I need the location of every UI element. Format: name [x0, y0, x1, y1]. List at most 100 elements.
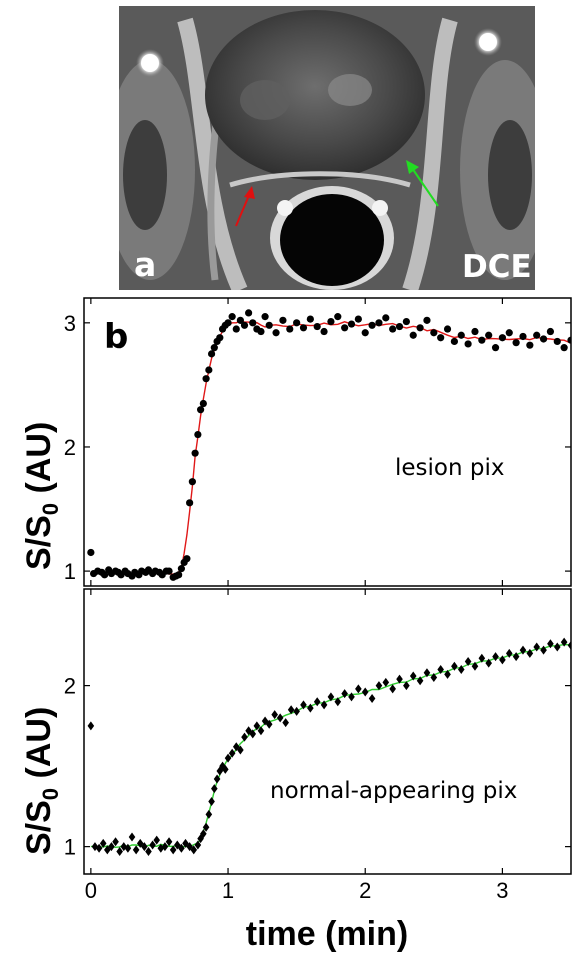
data-point: [430, 673, 438, 683]
data-point: [293, 319, 301, 327]
data-point: [423, 668, 431, 678]
data-point: [182, 838, 189, 848]
data-point: [368, 693, 376, 703]
data-point: [124, 843, 132, 853]
data-point: [300, 700, 307, 710]
data-point: [194, 840, 202, 850]
y-tick-label: 3: [64, 311, 76, 336]
data-point: [261, 313, 269, 321]
data-point: [553, 337, 561, 346]
y-tick-label: 2: [64, 435, 76, 460]
data-point: [416, 676, 424, 686]
data-point: [183, 555, 191, 563]
data-point: [540, 645, 547, 655]
data-point: [437, 665, 444, 675]
data-point: [136, 838, 144, 848]
data-point: [327, 317, 335, 326]
data-point: [282, 718, 289, 728]
data-point: [567, 336, 571, 344]
data-point: [245, 309, 253, 317]
data-point: [197, 406, 205, 414]
data-point: [100, 571, 109, 579]
data-point: [361, 329, 369, 337]
data-point: [560, 637, 568, 647]
data-point: [539, 335, 548, 343]
data-point: [512, 652, 520, 662]
x-tick-label: 2: [359, 878, 371, 903]
data-point: [236, 316, 244, 324]
chart-lesion: 1 2 3 b lesion pix S/S0 (AU): [20, 297, 572, 587]
data-point: [526, 341, 534, 349]
data-point: [112, 837, 119, 847]
data-point: [485, 331, 493, 339]
data-point: [216, 766, 224, 776]
data-point: [224, 319, 232, 327]
data-point: [444, 669, 451, 679]
data-point: [141, 842, 148, 852]
data-point: [202, 822, 210, 832]
plot-frame-b: [83, 297, 572, 587]
data-point: [175, 571, 183, 579]
data-point: [354, 315, 362, 323]
data-point: [491, 344, 500, 352]
data-points-lesion: [87, 309, 571, 581]
data-point: [221, 764, 229, 774]
x-ticks: 0 1 2 3: [85, 878, 509, 903]
data-point: [443, 325, 452, 333]
data-point: [237, 745, 244, 755]
data-point: [213, 774, 221, 784]
panel-b-letter: b: [104, 317, 128, 357]
x-tick-label: 3: [496, 878, 508, 903]
data-point: [341, 324, 349, 332]
data-point: [403, 681, 410, 691]
data-point: [450, 337, 458, 346]
data-point: [272, 329, 280, 337]
data-point: [526, 648, 534, 658]
data-point: [149, 840, 156, 850]
data-point: [307, 703, 314, 713]
data-point: [409, 671, 417, 681]
data-point: [211, 784, 218, 794]
data-point: [547, 639, 554, 649]
data-point: [327, 692, 335, 702]
dce-label: DCE: [462, 249, 532, 285]
data-point: [457, 331, 465, 339]
y-ticks-lesion: 1 2 3: [64, 298, 571, 586]
data-point: [87, 548, 95, 557]
data-point: [368, 321, 376, 329]
data-point: [299, 324, 308, 332]
data-point: [87, 721, 95, 731]
data-point: [382, 677, 390, 687]
data-point: [519, 645, 527, 655]
data-point: [320, 700, 328, 710]
data-point: [257, 726, 265, 736]
data-point: [341, 689, 348, 699]
red-arrow-icon: [235, 186, 255, 227]
data-point: [276, 713, 284, 723]
fit-curve: [90, 643, 571, 849]
x-axis-label: time (min): [246, 915, 408, 953]
y-tick-label: 1: [64, 559, 76, 584]
data-point: [485, 658, 492, 668]
x-tick-label: 0: [85, 878, 97, 903]
data-point: [194, 430, 202, 439]
data-point: [416, 324, 424, 332]
data-point: [202, 375, 210, 383]
annotation-normal: normal-appearing pix: [270, 778, 517, 804]
data-point: [153, 835, 161, 845]
y-tick-label: 1: [64, 835, 76, 860]
data-point: [423, 316, 431, 324]
data-point: [241, 732, 248, 742]
data-point: [478, 336, 486, 344]
data-point: [132, 845, 140, 855]
data-point: [224, 753, 232, 763]
plot-frame-c: [83, 588, 572, 875]
data-point: [375, 319, 383, 327]
data-point: [240, 321, 249, 329]
data-point: [265, 719, 273, 729]
data-point: [533, 331, 541, 339]
data-point: [249, 319, 257, 327]
data-point: [519, 332, 527, 341]
